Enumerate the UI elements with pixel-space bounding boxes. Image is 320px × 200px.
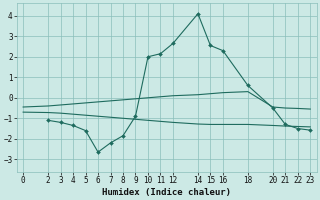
X-axis label: Humidex (Indice chaleur): Humidex (Indice chaleur) (102, 188, 231, 197)
